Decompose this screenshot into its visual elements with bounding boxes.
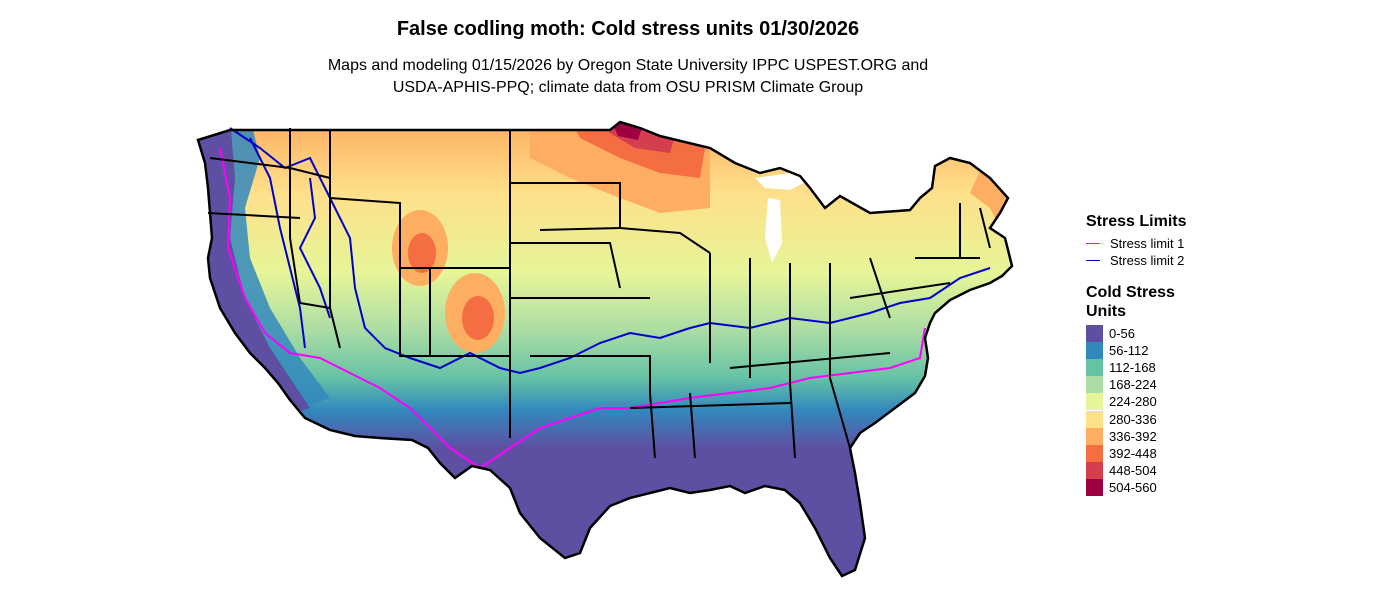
csu-swatch bbox=[1086, 461, 1103, 479]
stress-legend-item: Stress limit 2 bbox=[1086, 252, 1186, 269]
csu-swatch bbox=[1086, 376, 1103, 394]
stress-legend-title: Stress Limits bbox=[1086, 213, 1187, 230]
csu-legend-item: 504-560 bbox=[1086, 478, 1226, 496]
csu-swatch bbox=[1086, 478, 1103, 496]
csu-label: 336-392 bbox=[1109, 428, 1157, 444]
stress-limit-1-contours bbox=[219, 147, 926, 470]
csu-label: 0-56 bbox=[1109, 326, 1136, 342]
csu-label: 56-112 bbox=[1109, 343, 1149, 359]
stress-legend-item: Stress limit 1 bbox=[1086, 235, 1186, 252]
csu-legend-item: 168-224 bbox=[1086, 376, 1226, 394]
csu-swatch bbox=[1086, 325, 1103, 343]
csu-legend-item: 392-448 bbox=[1086, 444, 1226, 462]
csu-legend-items: 0-56 56-112 112-168 168-224 224-280 280-336 33… bbox=[1086, 325, 1226, 496]
csu-label: 280-336 bbox=[1109, 411, 1157, 427]
csu-swatch bbox=[1086, 359, 1103, 377]
csu-swatch bbox=[1086, 427, 1103, 445]
csu-legend-item: 224-280 bbox=[1086, 393, 1226, 411]
cold-stress-units-legend: Cold Stress Units 0-56 56-112 112-168 168-2… bbox=[1086, 283, 1226, 496]
csu-label: 448-504 bbox=[1109, 462, 1157, 478]
csu-swatch bbox=[1086, 342, 1103, 360]
csu-swatch bbox=[1086, 444, 1103, 462]
subtitle-line-1: Maps and modeling 01/15/2026 by Oregon S… bbox=[327, 57, 929, 74]
subtitle-line-2: USDA-APHIS-PPQ; climate data from OSU PR… bbox=[392, 79, 864, 96]
state-boundaries bbox=[207, 128, 991, 459]
csu-legend-item: 0-56 bbox=[1086, 325, 1226, 343]
csu-swatch bbox=[1086, 410, 1103, 428]
stress-limit-2-swatch bbox=[1086, 260, 1100, 261]
stress-limit-1-swatch bbox=[1086, 243, 1100, 244]
us-cold-stress-map bbox=[196, 120, 1014, 578]
stress-limit-2-contours bbox=[229, 127, 991, 375]
csu-legend-item: 56-112 bbox=[1086, 342, 1226, 360]
csu-label: 112-168 bbox=[1109, 360, 1156, 376]
stress-legend-label: Stress limit 2 bbox=[1110, 253, 1185, 268]
csu-swatch bbox=[1086, 393, 1103, 411]
csu-legend-item: 336-392 bbox=[1086, 427, 1226, 445]
stress-legend-label: Stress limit 1 bbox=[1110, 236, 1185, 251]
csu-legend-title-line-1: Cold Stress bbox=[1086, 284, 1175, 301]
csu-label: 392-448 bbox=[1109, 445, 1157, 461]
csu-legend-item: 112-168 bbox=[1086, 359, 1226, 377]
stress-limits-legend: Stress Limits Stress limit 1 Stress limi… bbox=[1086, 212, 1186, 269]
csu-label: 168-224 bbox=[1109, 377, 1157, 393]
csu-label: 224-280 bbox=[1109, 394, 1157, 410]
map-title: False codling moth: Cold stress units 01… bbox=[396, 18, 860, 40]
csu-label: 504-560 bbox=[1109, 479, 1157, 495]
csu-legend-item: 448-504 bbox=[1086, 461, 1226, 479]
map-subtitle: Maps and modeling 01/15/2026 by Oregon S… bbox=[0, 55, 1256, 99]
csu-legend-item: 280-336 bbox=[1086, 410, 1226, 428]
csu-legend-title-line-2: Units bbox=[1086, 303, 1126, 320]
